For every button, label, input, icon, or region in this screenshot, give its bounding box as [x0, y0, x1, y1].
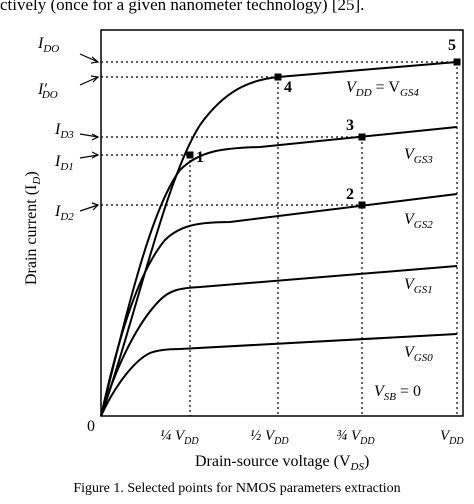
y-tick-id3: ID3 — [54, 121, 74, 141]
curve-vgs2 — [100, 193, 458, 417]
point-marker-4 — [274, 73, 282, 81]
header-text: ctively (once for a given nanometer tech… — [0, 0, 365, 14]
y-tick-id2: ID2 — [54, 203, 74, 223]
y-tick-ido-prime: I′DO — [37, 81, 58, 101]
point-marker-1 — [186, 151, 194, 159]
curve-label-vgs4: VDD = VGS4 — [346, 79, 419, 99]
point-marker-5 — [453, 58, 461, 66]
x-tick-quarter: ¼ VDD — [160, 428, 199, 447]
x-tick-three-quarter: ¾ VDD — [336, 428, 375, 447]
guide-lines — [101, 61, 458, 416]
curve-label-vgs3: VGS3 — [404, 146, 433, 166]
figure-caption: Figure 1. Selected points for NMOS param… — [73, 481, 401, 496]
curve-label-vgs0: VGS0 — [404, 344, 433, 364]
x-tick-half: ½ VDD — [250, 428, 289, 447]
point-label-5: 5 — [448, 37, 456, 54]
point-label-3: 3 — [346, 117, 354, 134]
nmos-iv-figure: 1 2 3 4 5 IDO I′DO ID3 ID1 ID2 VDD = VGS… — [23, 29, 464, 473]
x-tick-full: VDD — [440, 428, 464, 447]
y-tick-id1: ID1 — [54, 153, 74, 173]
curve-vgs3 — [100, 126, 458, 417]
origin-label: 0 — [87, 418, 95, 435]
point-label-4: 4 — [284, 79, 292, 96]
y-axis-label: Drain current (ID) — [23, 171, 43, 285]
curve-vgs0 — [100, 333, 458, 417]
point-label-2: 2 — [346, 186, 354, 203]
curve-label-vgs2: VGS2 — [404, 211, 433, 231]
point-label-1: 1 — [196, 149, 204, 166]
y-tick-ido: IDO — [37, 35, 59, 55]
point-marker-2 — [358, 201, 366, 209]
x-axis-label: Drain-source voltage (VDS) — [195, 453, 369, 473]
curve-label-vgs1: VGS1 — [404, 276, 433, 296]
y-tick-arrows — [79, 53, 100, 212]
plot-frame — [100, 29, 464, 417]
point-marker-3 — [358, 133, 366, 141]
curve-vgs1 — [100, 265, 458, 417]
vsb-label: VSB = 0 — [374, 383, 421, 403]
curve-vgs4 — [100, 61, 458, 417]
